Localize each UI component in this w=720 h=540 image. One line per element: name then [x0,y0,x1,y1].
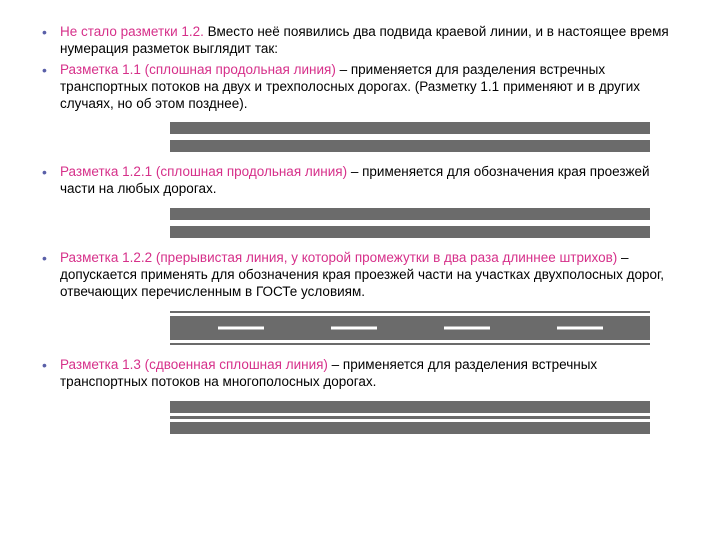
diagram-double-solid [170,401,650,434]
road-bar [170,122,650,134]
bullet-item-0: Не стало разметки 1.2. Вместо неё появил… [40,24,680,58]
paren-accent: (прерывистая линия, у которой промежутки… [152,250,617,265]
diagram-road-dashed [170,311,650,345]
paren-accent: (сплошная продольная линия) [152,164,347,179]
bullet-item-3: Разметка 1.2.2 (прерывистая линия, у кот… [40,250,680,345]
bullet-item-4: Разметка 1.3 (сдвоенная сплошная линия) … [40,357,680,434]
dash [331,326,377,329]
lead-accent: Разметка 1.2.1 [60,164,152,179]
dash [557,326,603,329]
diagram-two-bars-2 [170,208,650,238]
road-wide [170,311,650,345]
lead-accent: Разметка 1.3 [60,357,141,372]
bullet-item-2: Разметка 1.2.1 (сплошная продольная лини… [40,164,680,238]
road-bar [170,401,650,413]
bullet-item-1: Разметка 1.1 (сплошная продольная линия)… [40,62,680,153]
edge-line-bottom [170,340,650,343]
dash-row [170,326,650,329]
road-bar [170,422,650,434]
slide: Не стало разметки 1.2. Вместо неё появил… [0,0,720,466]
road-bar [170,140,650,152]
road-bar [170,226,650,238]
lead-accent: Не стало разметки 1.2. [60,24,204,39]
paren-accent: (сдвоенная сплошная линия) [141,357,328,372]
dash [444,326,490,329]
dash [218,326,264,329]
bullet-list: Не стало разметки 1.2. Вместо неё появил… [40,24,680,434]
lead-accent: Разметка 1.2.2 [60,250,152,265]
diagram-two-bars-1 [170,122,650,152]
edge-line-top [170,313,650,316]
paren-accent: (сплошная продольная линия) [141,62,336,77]
road-bar [170,208,650,220]
lead-accent: Разметка 1.1 [60,62,141,77]
